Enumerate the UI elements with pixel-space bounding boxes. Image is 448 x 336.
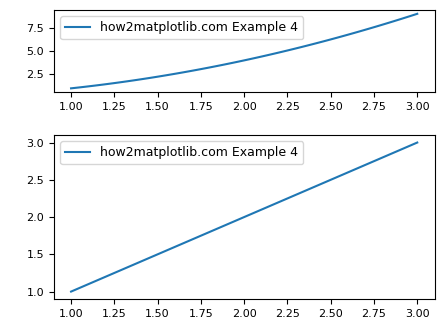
- how2matplotlib.com Example 4: [149, 255, 154, 259]
- how2matplotlib.com Example 4: [135, 78, 140, 82]
- Line: how2matplotlib.com Example 4: how2matplotlib.com Example 4: [71, 14, 417, 88]
- how2matplotlib.com Example 4: [397, 17, 402, 22]
- how2matplotlib.com Example 4: [275, 51, 280, 55]
- how2matplotlib.com Example 4: [247, 57, 252, 61]
- how2matplotlib.com Example 4: [69, 86, 74, 90]
- how2matplotlib.com Example 4: [135, 261, 140, 265]
- how2matplotlib.com Example 4: [275, 201, 280, 205]
- how2matplotlib.com Example 4: [387, 153, 392, 157]
- Legend: how2matplotlib.com Example 4: how2matplotlib.com Example 4: [60, 16, 303, 39]
- how2matplotlib.com Example 4: [387, 20, 392, 25]
- how2matplotlib.com Example 4: [397, 148, 402, 152]
- how2matplotlib.com Example 4: [414, 12, 420, 16]
- how2matplotlib.com Example 4: [414, 140, 420, 144]
- how2matplotlib.com Example 4: [69, 290, 74, 294]
- how2matplotlib.com Example 4: [149, 76, 154, 80]
- how2matplotlib.com Example 4: [247, 213, 252, 217]
- Line: how2matplotlib.com Example 4: how2matplotlib.com Example 4: [71, 142, 417, 292]
- Legend: how2matplotlib.com Example 4: how2matplotlib.com Example 4: [60, 141, 303, 164]
